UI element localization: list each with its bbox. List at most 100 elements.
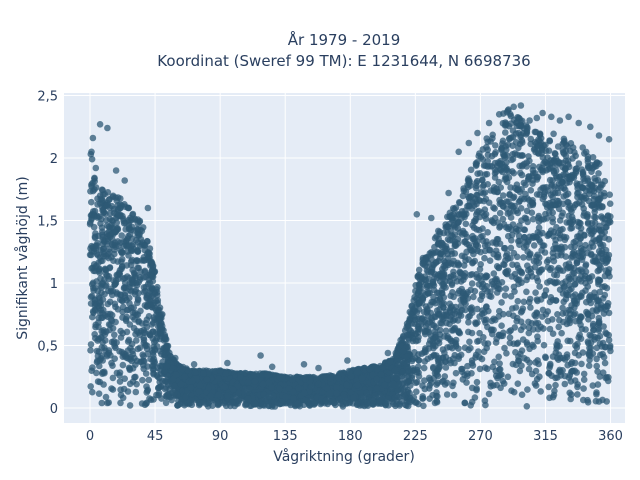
data-point: [523, 403, 531, 410]
data-point: [403, 353, 411, 360]
data-point: [502, 269, 509, 276]
data-point: [140, 365, 147, 373]
data-point: [108, 359, 115, 367]
data-point: [594, 381, 602, 388]
grid-lines: [64, 93, 625, 423]
data-point: [196, 382, 204, 390]
data-point: [496, 360, 503, 367]
data-point: [518, 217, 525, 224]
data-point: [567, 243, 575, 251]
data-point: [575, 334, 582, 341]
data-point: [490, 204, 497, 211]
data-point: [311, 400, 319, 407]
data-point: [488, 317, 496, 325]
data-point: [534, 277, 542, 285]
data-point: [120, 217, 127, 225]
data-point: [544, 317, 552, 325]
data-point: [282, 393, 290, 401]
data-point: [465, 319, 472, 326]
data-point: [431, 270, 438, 278]
data-point: [117, 195, 124, 202]
data-point: [371, 392, 378, 400]
data-point: [554, 229, 562, 237]
data-point: [596, 196, 603, 203]
data-point: [525, 365, 533, 373]
data-point: [489, 363, 497, 371]
data-point: [567, 378, 575, 385]
data-point: [559, 310, 566, 317]
data-point: [458, 252, 466, 260]
data-point: [499, 377, 507, 385]
data-point: [555, 323, 562, 331]
data-point: [565, 199, 572, 206]
data-point: [595, 319, 603, 327]
data-point: [542, 354, 549, 362]
data-point: [567, 225, 574, 232]
data-point: [474, 242, 482, 250]
data-point: [146, 279, 154, 286]
data-point: [559, 290, 567, 297]
data-point: [520, 254, 527, 261]
data-point: [409, 365, 417, 372]
data-point: [602, 374, 609, 382]
data-point: [499, 192, 507, 199]
data-point: [124, 338, 132, 345]
data-point: [467, 166, 475, 174]
data-point: [482, 162, 489, 169]
data-point: [531, 263, 539, 271]
data-point: [568, 213, 576, 221]
data-point: [444, 250, 452, 258]
data-point: [575, 160, 583, 167]
data-point: [510, 388, 518, 396]
data-point: [486, 246, 494, 254]
data-point: [87, 383, 94, 390]
data-point: [126, 366, 134, 374]
data-point: [479, 292, 486, 300]
data-point: [591, 213, 598, 221]
data-point: [363, 399, 371, 406]
data-point: [549, 218, 557, 226]
data-point: [107, 351, 114, 359]
data-point: [96, 378, 104, 386]
data-point: [493, 289, 501, 296]
data-point: [584, 311, 592, 319]
data-point: [561, 283, 568, 290]
data-point: [520, 298, 528, 306]
data-point: [98, 399, 106, 407]
data-point: [87, 341, 95, 348]
data-point: [599, 247, 606, 255]
data-point: [594, 368, 601, 375]
data-point: [520, 226, 528, 233]
data-point: [567, 337, 574, 345]
data-point: [496, 209, 504, 217]
data-point: [484, 365, 491, 373]
data-point: [450, 293, 457, 301]
data-point: [251, 400, 259, 408]
data-point: [523, 276, 530, 284]
data-point: [577, 314, 584, 321]
data-point: [105, 399, 112, 406]
data-point: [508, 273, 516, 280]
data-point: [419, 393, 427, 400]
data-point: [520, 195, 528, 203]
data-point: [422, 348, 429, 356]
data-point: [390, 400, 397, 408]
data-point: [153, 372, 161, 379]
data-point: [596, 160, 603, 167]
data-point: [399, 368, 407, 376]
data-point: [501, 292, 509, 299]
data-point: [137, 226, 144, 234]
data-point: [499, 137, 507, 145]
data-point: [579, 349, 587, 356]
data-point: [122, 317, 130, 325]
data-point: [579, 144, 586, 151]
data-point: [119, 303, 127, 311]
data-point: [149, 292, 157, 300]
data-point: [123, 354, 130, 362]
data-point: [601, 283, 608, 290]
data-point: [491, 358, 498, 366]
data-point: [543, 159, 550, 167]
data-point: [529, 197, 536, 204]
data-point: [414, 337, 422, 344]
data-point: [415, 373, 423, 380]
